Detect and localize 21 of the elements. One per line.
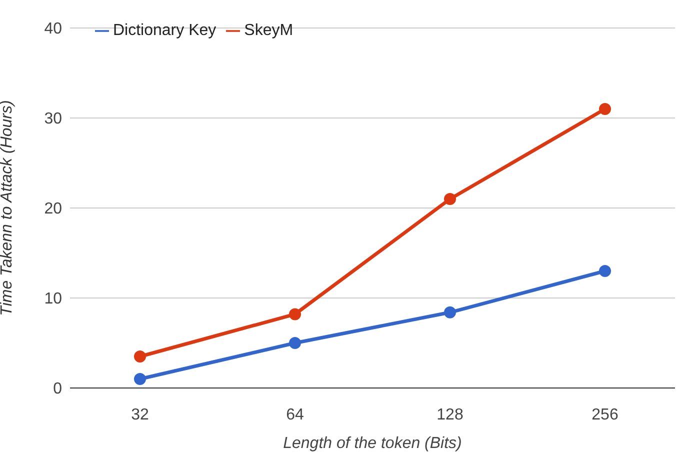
x-tick-label: 64 (286, 406, 304, 424)
x-tick-label: 128 (436, 406, 464, 424)
point (134, 373, 146, 385)
x-tick-label: 32 (131, 406, 149, 424)
y-tick-label: 20 (44, 200, 62, 218)
x-axis-title: Length of the token (Bits) (283, 435, 462, 452)
point (134, 350, 146, 362)
y-tick-label: 30 (44, 110, 62, 128)
point (289, 308, 301, 320)
point (444, 193, 456, 205)
legend-label: SkeyM (244, 22, 294, 39)
x-tick-label: 256 (592, 406, 618, 424)
y-tick-label: 10 (44, 290, 62, 308)
y-tick-label: 40 (44, 20, 62, 38)
y-axis-title: Time Takenn to Attack (Hours) (0, 100, 16, 316)
point (599, 103, 611, 115)
point (289, 337, 301, 349)
y-tick-label: 0 (53, 380, 62, 398)
legend-label: Dictionary Key (113, 22, 216, 39)
point (444, 306, 456, 318)
point (599, 265, 611, 277)
